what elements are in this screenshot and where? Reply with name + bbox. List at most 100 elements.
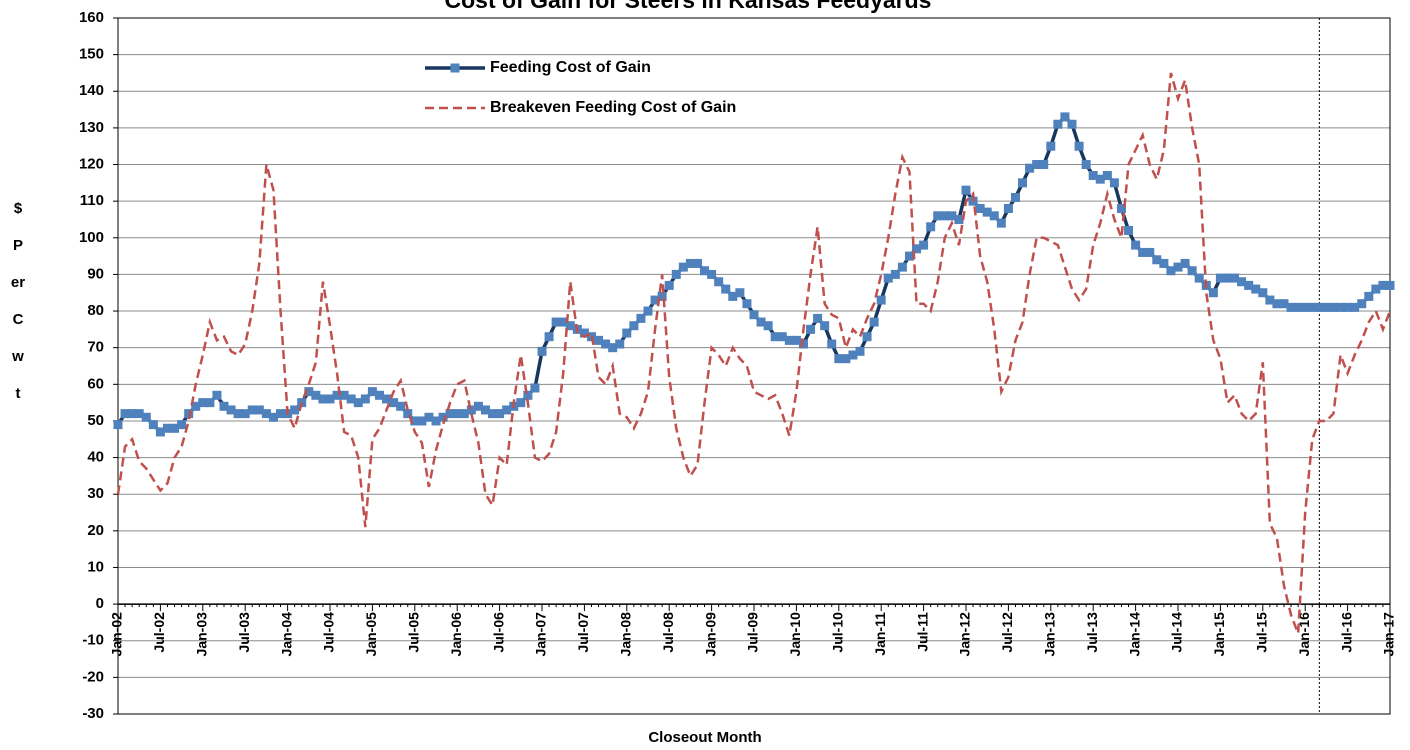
- marker: [1385, 280, 1395, 290]
- marker: [170, 423, 180, 433]
- x-tick-label: Jul-15: [1254, 612, 1270, 653]
- x-axis-label: Closeout Month: [648, 729, 761, 746]
- marker: [834, 354, 844, 364]
- marker: [700, 266, 710, 276]
- marker: [1237, 277, 1247, 287]
- marker: [1159, 258, 1169, 268]
- x-tick-label: Jul-10: [830, 612, 846, 653]
- marker: [466, 405, 476, 415]
- marker: [226, 405, 236, 415]
- x-tick-label: Jan-16: [1296, 612, 1312, 657]
- y-tick-label: 80: [87, 302, 104, 319]
- marker: [424, 412, 434, 422]
- marker: [1222, 273, 1232, 283]
- marker: [1018, 178, 1028, 188]
- marker: [1272, 299, 1282, 309]
- marker: [791, 335, 801, 345]
- marker: [926, 222, 936, 232]
- marker: [1067, 119, 1077, 129]
- marker: [290, 405, 300, 415]
- marker: [247, 405, 257, 415]
- marker: [933, 211, 943, 221]
- marker: [770, 332, 780, 342]
- y-tick-label: 60: [87, 375, 104, 392]
- marker: [1328, 302, 1338, 312]
- y-tick-label: 20: [87, 522, 104, 539]
- marker: [1025, 163, 1035, 173]
- marker: [1145, 247, 1155, 257]
- marker: [1039, 160, 1049, 170]
- marker: [784, 335, 794, 345]
- x-tick-label: Jan-14: [1126, 612, 1142, 657]
- marker: [431, 416, 441, 426]
- marker: [148, 420, 158, 430]
- marker: [367, 387, 377, 397]
- marker: [1293, 302, 1303, 312]
- marker: [841, 354, 851, 364]
- marker: [1279, 299, 1289, 309]
- marker: [1371, 284, 1381, 294]
- marker: [904, 251, 914, 261]
- marker: [869, 317, 879, 327]
- x-tick-label: Jul-04: [321, 612, 337, 653]
- y-tick-label: 30: [87, 485, 104, 502]
- marker: [162, 423, 172, 433]
- x-tick-label: Jul-16: [1338, 612, 1354, 653]
- marker: [594, 335, 604, 345]
- marker: [1116, 203, 1126, 213]
- marker: [643, 306, 653, 316]
- x-tick-label: Jul-05: [406, 612, 422, 653]
- marker: [756, 317, 766, 327]
- marker: [346, 394, 356, 404]
- marker: [417, 416, 427, 426]
- marker: [982, 207, 992, 217]
- marker: [1364, 291, 1374, 301]
- marker: [360, 394, 370, 404]
- marker: [544, 332, 554, 342]
- marker: [523, 390, 533, 400]
- marker: [1088, 171, 1098, 181]
- marker: [763, 321, 773, 331]
- marker: [1095, 174, 1105, 184]
- marker: [827, 339, 837, 349]
- marker: [1046, 141, 1056, 151]
- y-tick-label: 90: [87, 265, 104, 282]
- marker: [1350, 302, 1360, 312]
- x-tick-label: Jan-05: [363, 612, 379, 657]
- y-tick-label: -30: [82, 705, 104, 722]
- marker: [551, 317, 561, 327]
- x-tick-label: Jan-10: [787, 612, 803, 657]
- marker: [565, 321, 575, 331]
- marker: [1102, 171, 1112, 181]
- marker: [445, 409, 455, 419]
- y-tick-label: 150: [79, 46, 104, 63]
- marker: [325, 394, 335, 404]
- marker: [678, 262, 688, 272]
- marker: [883, 273, 893, 283]
- marker: [353, 398, 363, 408]
- marker: [219, 401, 229, 411]
- x-tick-label: Jan-13: [1042, 612, 1058, 657]
- y-tick-label: -20: [82, 668, 104, 685]
- y-tick-label: 50: [87, 412, 104, 429]
- marker: [664, 280, 674, 290]
- marker: [410, 416, 420, 426]
- marker: [1003, 203, 1013, 213]
- marker: [989, 211, 999, 221]
- marker: [268, 412, 278, 422]
- marker: [1321, 302, 1331, 312]
- marker: [134, 409, 144, 419]
- y-tick-label: 40: [87, 449, 104, 466]
- marker: [657, 291, 667, 301]
- marker: [685, 258, 695, 268]
- y-tick-label: 0: [96, 595, 104, 612]
- marker: [452, 409, 462, 419]
- marker: [1194, 273, 1204, 283]
- marker: [233, 409, 243, 419]
- x-tick-label: Jan-07: [533, 612, 549, 657]
- marker: [798, 339, 808, 349]
- marker: [777, 332, 787, 342]
- marker: [961, 185, 971, 195]
- marker: [339, 390, 349, 400]
- x-tick-label: Jul-14: [1169, 612, 1185, 653]
